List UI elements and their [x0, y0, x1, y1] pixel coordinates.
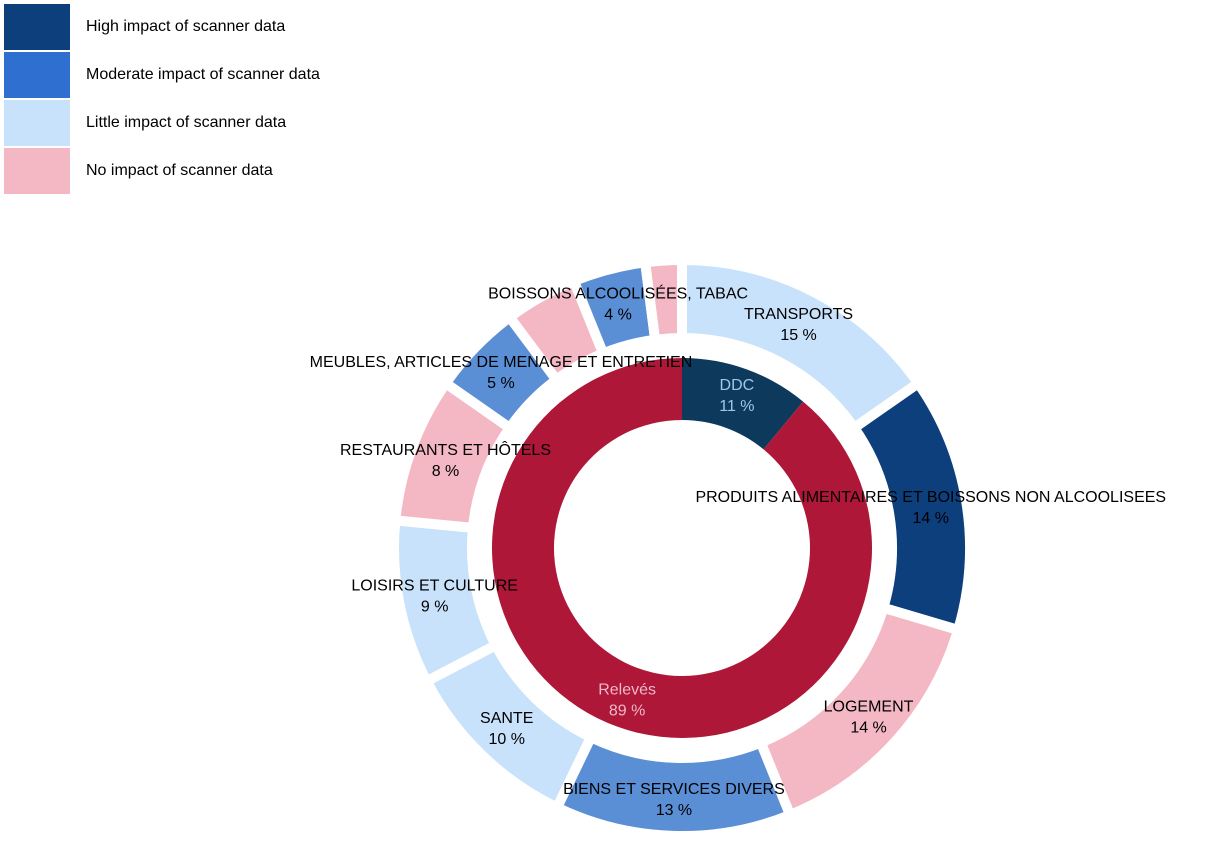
segment-label: BOISSONS ALCOOLISÉES, TABAC: [488, 283, 748, 302]
legend-label: Little impact of scanner data: [86, 114, 286, 131]
segment-label: TRANSPORTS: [744, 306, 853, 323]
donut-segment: [847, 376, 975, 637]
donut-segment: [492, 358, 872, 738]
legend-swatch: [4, 4, 70, 50]
segment-label: MEUBLES, ARTICLES DE MENAGE ET ENTRETIEN: [310, 354, 693, 371]
value-label: 89 %: [609, 703, 645, 720]
value-label: 15 %: [780, 327, 816, 344]
segment-label: SANTE: [480, 710, 533, 727]
segment-label: DDC: [720, 377, 755, 394]
legend-label: Moderate impact of scanner data: [86, 66, 320, 83]
donut-segment: [682, 358, 804, 450]
value-label: 13 %: [656, 802, 692, 819]
segment-label: LOISIRS ET CULTURE: [351, 577, 518, 594]
legend-label: High impact of scanner data: [86, 18, 285, 35]
legend-swatch: [4, 148, 70, 194]
value-label: 4 %: [604, 306, 632, 323]
segment-label: RESTAURANTS ET HÔTELS: [340, 440, 551, 459]
legend-label: No impact of scanner data: [86, 162, 273, 179]
value-label: 11 %: [719, 398, 754, 415]
segment-label: LOGEMENT: [824, 699, 914, 716]
legend-swatch: [4, 52, 70, 98]
donut-segment: [639, 254, 687, 346]
value-label: 10 %: [488, 731, 524, 748]
value-label: 9 %: [421, 598, 449, 615]
value-label: 5 %: [487, 375, 515, 392]
segment-label: Relevés: [598, 682, 656, 699]
value-label: 14 %: [850, 720, 886, 737]
value-label: 14 %: [913, 510, 949, 527]
legend-swatch: [4, 100, 70, 146]
segment-label: BIENS ET SERVICES DIVERS: [563, 781, 785, 798]
value-label: 8 %: [432, 463, 460, 480]
segment-label: PRODUITS ALIMENTAIRES ET BOISSONS NON AL…: [695, 489, 1166, 506]
